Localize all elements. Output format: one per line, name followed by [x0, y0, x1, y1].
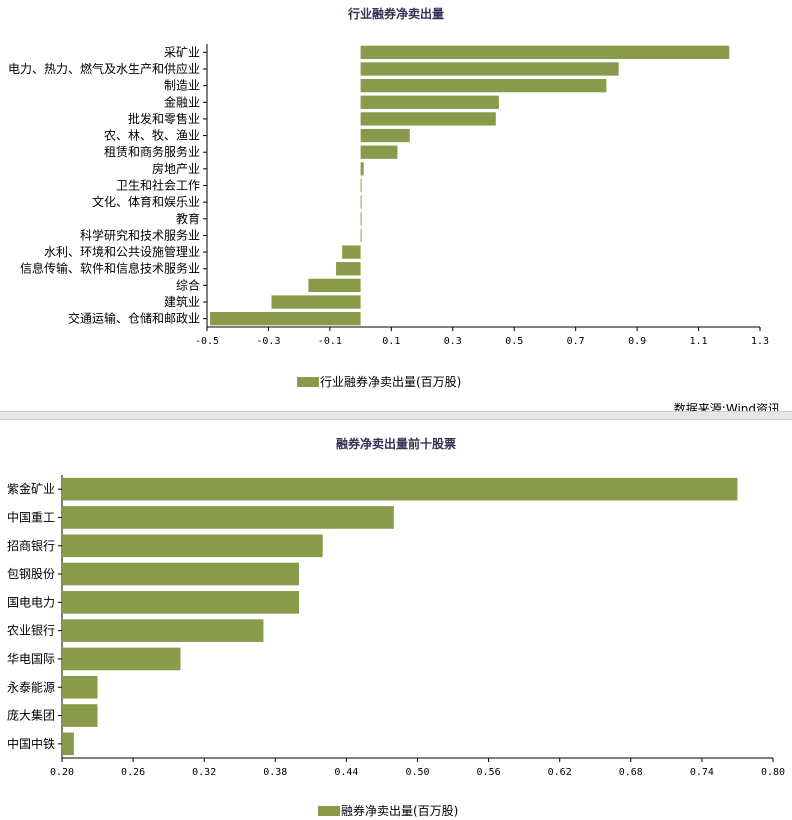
bar [360, 145, 398, 159]
legend-swatch [318, 805, 340, 816]
industry-chart-svg: -0.5 -0.3 -0.1 0.1 0.3 0.5 0.7 0.9 1.1 1.3 采矿业电力、热… [8, 44, 769, 347]
category-label: 采矿业 [164, 45, 200, 59]
category-label: 包钢股份 [7, 567, 55, 581]
category-label: 教育 [176, 211, 200, 226]
bar [210, 312, 361, 326]
bar [360, 45, 730, 59]
category-label: 交通运输、仓储和邮政业 [68, 311, 200, 326]
x-tick-label: 0.3 [444, 336, 462, 347]
x-tick-label: -0.5 [195, 336, 219, 347]
bar [360, 178, 362, 193]
category-label: 华电国际 [7, 652, 55, 666]
bar [360, 78, 607, 93]
bar [360, 62, 619, 76]
category-label: 卫生和社会工作 [116, 178, 200, 193]
category-label: 房地产业 [152, 161, 200, 176]
panel-divider [0, 411, 792, 420]
x-tick-label: 0.26 [121, 767, 145, 778]
x-tick-label: 0.32 [192, 767, 216, 778]
x-tick-label: 0.74 [690, 767, 714, 778]
category-label: 电力、热力、燃气及水生产和供应业 [8, 61, 200, 76]
bar [342, 245, 361, 259]
x-tick-label: -0.3 [256, 336, 280, 347]
bar [360, 162, 364, 176]
x-tick-label: 0.38 [263, 767, 287, 778]
bar [360, 112, 496, 126]
bar [62, 534, 323, 558]
category-label: 批发和零售业 [128, 111, 200, 126]
bar [62, 591, 299, 614]
bar [360, 212, 362, 226]
x-tick-label: 0.50 [405, 767, 429, 778]
x-tick-label: 0.9 [628, 336, 646, 347]
category-label: 建筑业 [164, 294, 200, 309]
x-tick-label: 0.68 [619, 767, 643, 778]
category-label: 农业银行 [7, 624, 55, 638]
x-tick-label: 0.80 [761, 767, 785, 778]
category-label: 金融业 [164, 94, 200, 109]
legend-label: 融券净卖出量(百万股) [341, 804, 459, 818]
bar [62, 619, 264, 642]
bar [62, 506, 394, 529]
bar [308, 278, 361, 293]
bar [62, 732, 74, 756]
bar [62, 704, 98, 727]
category-label: 水利、环境和公共设施管理业 [44, 244, 200, 259]
bar [271, 295, 361, 309]
industry-chart-panel: 行业融券净卖出量 -0.5 -0.3 -0.1 0.1 0.3 0.5 0.7 0.9 1.1 1… [8, 7, 780, 416]
category-label: 永泰能源 [7, 680, 55, 694]
category-label: 国电电力 [7, 595, 55, 609]
x-tick-label: 0.7 [567, 336, 585, 347]
x-tick-label: 0.56 [477, 767, 501, 778]
bar [62, 562, 299, 586]
x-tick-label: 1.3 [751, 336, 769, 347]
legend: 行业融券净卖出量(百万股) [297, 373, 461, 390]
category-label: 信息传输、软件和信息技术服务业 [20, 261, 200, 276]
top-stocks-chart-svg: 0.20 0.26 0.32 0.38 0.44 0.50 0.56 0.62 0.68 0.74… [7, 475, 785, 778]
category-label: 庞大集团 [7, 708, 55, 723]
category-label: 中国中铁 [7, 736, 55, 751]
bar [360, 228, 362, 243]
x-tick-label: 0.44 [334, 767, 358, 778]
category-label: 农、林、牧、渔业 [104, 129, 200, 143]
category-label: 科学研究和技术服务业 [80, 227, 200, 242]
bar [360, 195, 362, 209]
category-label: 中国重工 [7, 509, 55, 524]
x-tick-label: 0.5 [505, 336, 523, 347]
x-tick-label: 0.1 [382, 336, 400, 347]
chart-title: 行业融券净卖出量 [347, 7, 444, 21]
legend: 融券净卖出量(百万股) [318, 802, 458, 819]
x-tick-label: 0.62 [548, 767, 572, 778]
x-tick-label: -0.1 [318, 336, 342, 347]
category-label: 综合 [176, 277, 200, 292]
x-tick-label: 0.20 [50, 767, 74, 778]
category-label: 文化、体育和娱乐业 [92, 194, 200, 209]
bar [336, 262, 361, 276]
bar [62, 477, 738, 501]
category-label: 制造业 [164, 79, 200, 93]
x-tick-label: 1.1 [690, 336, 708, 347]
bar [360, 95, 499, 109]
category-label: 紫金矿业 [7, 481, 55, 496]
top-stocks-chart-panel: 融券净卖出量前十股票 0.20 0.26 0.32 0.38 0.44 0.50 0.56 0… [0, 420, 792, 820]
bar [62, 647, 181, 671]
bar [62, 675, 98, 699]
category-label: 租赁和商务服务业 [104, 144, 200, 159]
legend-swatch [297, 376, 319, 387]
category-label: 招商银行 [7, 538, 55, 553]
bar [360, 128, 410, 143]
legend-label: 行业融券净卖出量(百万股) [320, 375, 462, 389]
chart-title: 融券净卖出量前十股票 [335, 437, 456, 451]
